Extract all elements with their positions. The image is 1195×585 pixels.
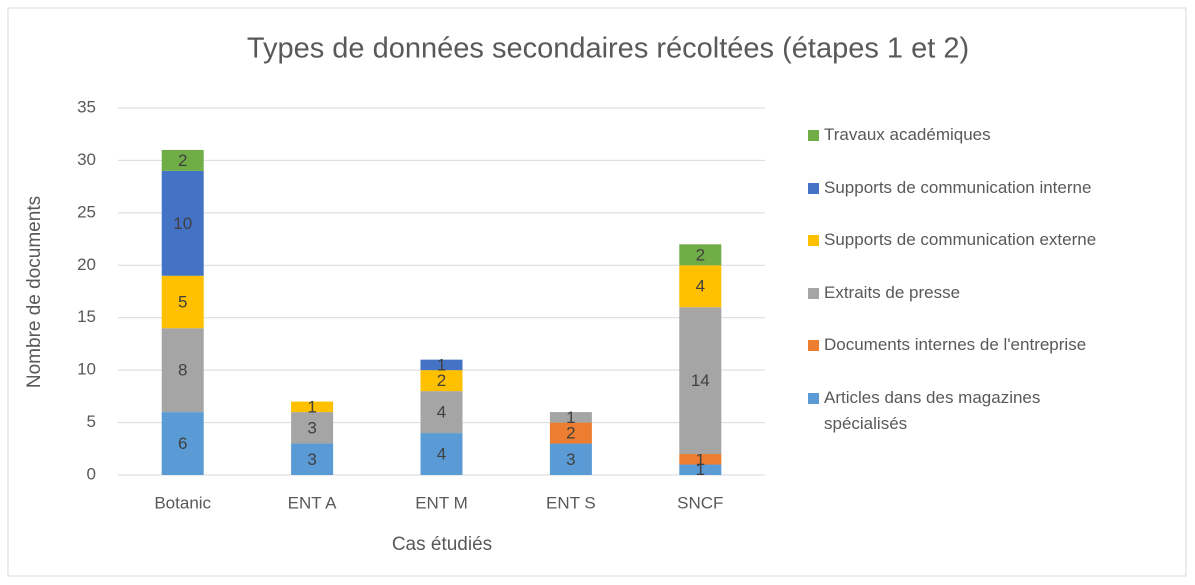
bar-segment [679, 464, 722, 475]
data-label: 1 [307, 397, 316, 416]
data-label: 10 [173, 214, 192, 233]
legend-swatch [808, 235, 819, 246]
bar-segment [161, 328, 204, 413]
data-label: 2 [566, 424, 575, 443]
bar-segment [420, 433, 463, 475]
legend-label: Articles dans des magazines spécialisés [824, 387, 1041, 433]
y-tick-label: 20 [77, 255, 96, 274]
x-axis-title: Cas étudiés [392, 534, 492, 555]
legend-swatch [808, 340, 819, 351]
bar-segment [679, 265, 722, 308]
chart-title: Types de données secondaires récoltées (… [247, 33, 969, 65]
y-tick-label: 30 [77, 150, 96, 169]
y-tick-label: 10 [77, 360, 96, 379]
bar-segment [549, 443, 592, 475]
bar-segment [291, 443, 334, 475]
data-label: 4 [696, 277, 705, 296]
legend-label: Supports de communication externe [824, 230, 1097, 249]
x-tick-label: ENT S [546, 493, 596, 512]
legend-item: Documents internes de l'entreprise [808, 332, 1178, 358]
bar-segment [679, 244, 722, 266]
bar-segment [549, 412, 592, 423]
legend-label: Documents internes de l'entreprise [824, 335, 1087, 354]
data-label: 3 [307, 450, 316, 469]
bar-segment [420, 370, 463, 392]
bar-segment [291, 412, 334, 444]
legend-item: Articles dans des magazines spécialisés [808, 385, 1108, 437]
bar-segment [161, 170, 204, 276]
data-label: 2 [437, 371, 446, 390]
data-label: 8 [178, 361, 187, 380]
legend-label: Travaux académiques [824, 125, 991, 144]
y-tick-label: 25 [77, 202, 96, 221]
y-tick-label: 35 [77, 97, 96, 116]
legend-swatch [808, 392, 819, 404]
x-tick-label: SNCF [677, 493, 723, 512]
data-label: 1 [437, 355, 446, 374]
bar-segment [679, 454, 722, 465]
chart-border [7, 7, 1187, 577]
bar-segment [679, 307, 722, 455]
legend-item: Supports de communication externe [808, 227, 1178, 253]
bar-segment [161, 275, 204, 329]
legend-item: Supports de communication interne [808, 175, 1178, 201]
data-label: 1 [696, 450, 705, 469]
y-tick-label: 5 [87, 412, 96, 431]
y-tick-label: 15 [77, 307, 96, 326]
legend-swatch [808, 182, 819, 194]
x-tick-label: ENT M [415, 493, 468, 512]
data-label: 14 [691, 371, 710, 390]
y-tick-label: 0 [87, 464, 96, 483]
data-label: 4 [437, 403, 446, 422]
legend-item: Extraits de presse [808, 280, 1178, 306]
bar-segment [161, 149, 204, 171]
legend-label: Extraits de presse [824, 282, 961, 302]
bar-segment [420, 359, 463, 371]
x-tick-label: Botanic [154, 493, 211, 512]
legend-item: Travaux académiques [808, 122, 1178, 148]
data-label: 6 [178, 434, 187, 453]
data-label: 3 [307, 418, 316, 437]
bar-segment [291, 401, 334, 413]
data-label: 1 [696, 460, 705, 479]
bar-segment [420, 391, 463, 434]
bar-segment [161, 412, 204, 475]
legend-label: Supports de communication interne [824, 177, 1092, 197]
data-label: 2 [178, 151, 187, 170]
data-label: 1 [566, 408, 575, 427]
legend-swatch [808, 287, 819, 299]
data-label: 4 [437, 445, 446, 464]
bar-segment [549, 422, 592, 444]
y-axis-title: Nombre de documents [24, 196, 45, 388]
legend-swatch [808, 130, 819, 141]
x-tick-label: ENT A [288, 493, 337, 512]
data-label: 3 [566, 450, 575, 469]
data-label: 5 [178, 292, 187, 311]
data-label: 2 [696, 245, 705, 264]
